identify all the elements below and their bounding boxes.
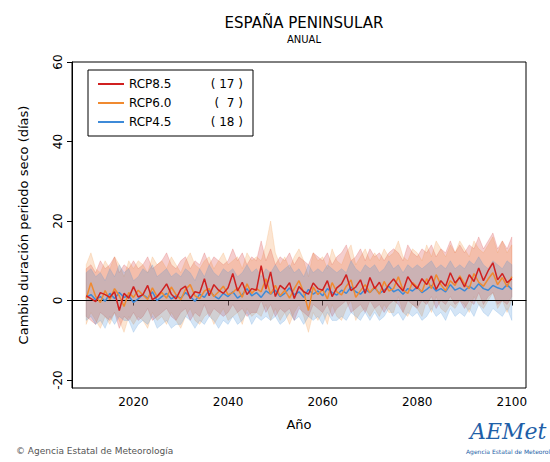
- svg-text:0: 0: [51, 297, 65, 305]
- svg-text:( 17 ): ( 17 ): [211, 77, 243, 91]
- svg-text:Año: Año: [286, 417, 311, 432]
- svg-text:2060: 2060: [307, 395, 338, 409]
- svg-text:Agencia Estatal de Meteorologí: Agencia Estatal de Meteorología: [466, 448, 550, 456]
- svg-text:( 18 ): ( 18 ): [211, 115, 243, 129]
- svg-text:Cambio duración periodo seco (: Cambio duración periodo seco (días): [16, 106, 31, 345]
- svg-text:AEMet: AEMet: [468, 419, 546, 444]
- svg-text:60: 60: [51, 54, 65, 69]
- svg-text:20: 20: [51, 213, 65, 228]
- svg-text:2100: 2100: [497, 395, 528, 409]
- svg-text:2040: 2040: [213, 395, 244, 409]
- svg-text:2020: 2020: [118, 395, 149, 409]
- svg-text:( 7 ): ( 7 ): [215, 96, 243, 110]
- svg-text:RCP8.5: RCP8.5: [129, 77, 171, 91]
- svg-text:RCP4.5: RCP4.5: [129, 115, 171, 129]
- svg-text:ESPAÑA PENINSULAR: ESPAÑA PENINSULAR: [225, 13, 384, 32]
- svg-text:2080: 2080: [402, 395, 433, 409]
- svg-text:-20: -20: [51, 370, 65, 390]
- svg-text:RCP6.0: RCP6.0: [129, 96, 171, 110]
- svg-text:40: 40: [51, 134, 65, 149]
- svg-text:ANUAL: ANUAL: [287, 34, 321, 45]
- svg-text:© Agencia Estatal de Meteorolo: © Agencia Estatal de Meteorología: [16, 446, 173, 456]
